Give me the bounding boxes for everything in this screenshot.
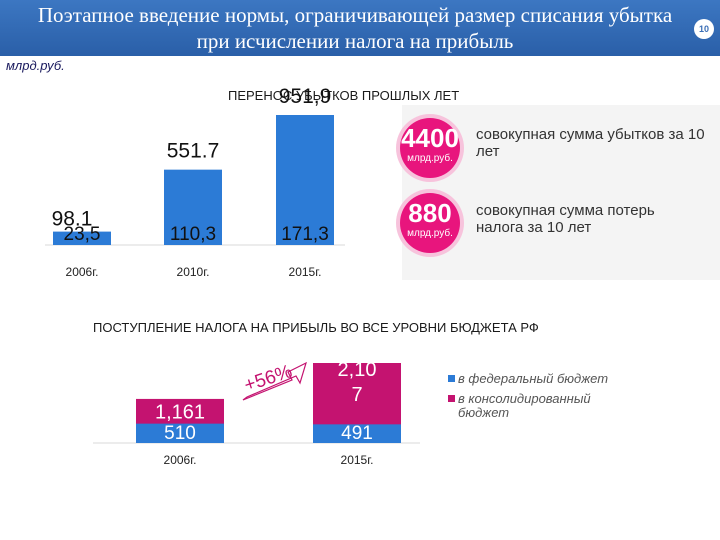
chart1-tick-0: 2006г.: [66, 265, 99, 279]
chart1-value-low-1: 110,3: [170, 224, 216, 245]
chart2-title: ПОСТУПЛЕНИЕ НАЛОГА НА ПРИБЫЛЬ ВО ВСЕ УРО…: [93, 320, 539, 335]
chart1-title: ПЕРЕНОС УБЫТКОВ ПРОШЛЫХ ЛЕТ: [228, 88, 460, 103]
legend-label-consolidated: в консолидированный бюджет: [458, 391, 591, 420]
unit-label: млрд.руб.: [6, 58, 65, 73]
chart1-value-high-0: 98.1: [52, 208, 93, 231]
growth-arrow-icon: [242, 361, 307, 401]
chart1-tick-2: 2015г.: [289, 265, 322, 279]
chart2-legend: в федеральный бюджет в консолидированный…: [448, 372, 638, 426]
chart2-bar-federal-0: [136, 423, 224, 443]
legend-label-federal: в федеральный бюджет: [458, 371, 609, 386]
chart1-value-high-2: 951,9: [279, 85, 332, 108]
chart2-value-consolidated-1-b: 7: [351, 384, 362, 406]
stat-unit-losses: млрд.руб.: [407, 153, 453, 164]
chart2-value-federal-1: 491: [341, 423, 373, 444]
chart2-bar-federal-1: [313, 424, 401, 443]
chart2-value-consolidated-1-a: 2,10: [338, 359, 377, 381]
page-number: 10: [694, 19, 714, 39]
slide-title: Поэтапное введение нормы, ограничивающей…: [37, 3, 673, 53]
stat-value-tax-loss: 880: [408, 198, 452, 228]
chart1-value-high-1: 551.7: [167, 140, 220, 163]
chart1-value-low-2: 171,3: [281, 224, 329, 245]
legend-swatch-federal: [448, 375, 455, 382]
growth-annotation: +56%: [242, 361, 295, 396]
header-bar: Поэтапное введение нормы, ограничивающей…: [0, 0, 720, 56]
legend-swatch-consolidated: [448, 395, 455, 402]
stat-text-tax-loss: совокупная сумма потерь налога за 10 лет: [476, 202, 655, 236]
legend-item-consolidated: в консолидированный бюджет: [448, 392, 638, 420]
stat-text-losses: совокупная сумма убытков за 10 лет: [476, 126, 705, 160]
stat-circle-tax-loss: 880 млрд.руб.: [400, 193, 460, 253]
chart2-value-consolidated-0: 1,161: [155, 401, 205, 423]
stat-unit-tax-loss: млрд.руб.: [407, 228, 453, 239]
chart2-tick-1: 2015г.: [341, 453, 374, 467]
chart1-bar-1: [164, 169, 222, 245]
stat-value-losses: 4400: [401, 123, 459, 153]
chart1-bar-2: [276, 115, 334, 245]
chart1-tick-1: 2010г.: [177, 265, 210, 279]
chart1-value-low-0: 23,5: [64, 224, 101, 245]
stat-circle-losses: 4400 млрд.руб.: [400, 118, 460, 178]
chart2-value-federal-0: 510: [164, 423, 196, 444]
chart2-tick-0: 2006г.: [164, 453, 197, 467]
chart1-bar-0: [53, 231, 111, 245]
legend-item-federal: в федеральный бюджет: [448, 372, 638, 386]
